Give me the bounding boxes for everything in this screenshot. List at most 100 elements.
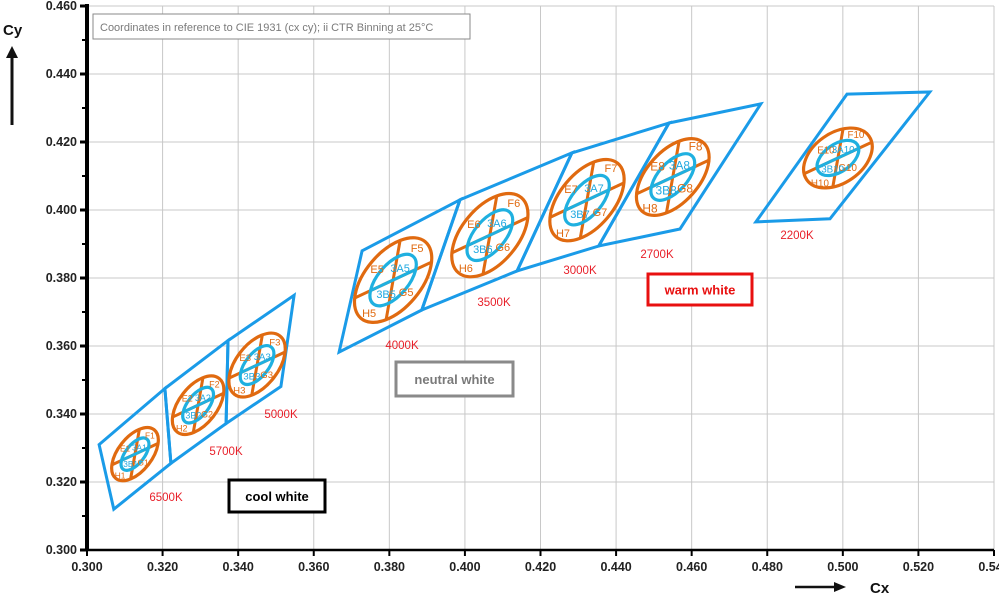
bin-label-G5: G5	[399, 287, 414, 299]
bin-label-H5: H5	[362, 308, 376, 320]
inner-ellipse	[649, 152, 697, 202]
cct-label: 2200K	[780, 230, 814, 242]
inner-ellipse	[815, 138, 861, 178]
cct-bin-3000K: E7 F7 G7 H7 3A7 3B7 3000K	[514, 120, 673, 277]
bin-label-E8: E8	[650, 160, 665, 174]
x-tick-label: 0.400	[449, 560, 480, 574]
bin-label-3A8: 3A8	[669, 159, 691, 173]
bin-label-G2: G2	[201, 409, 213, 419]
cct-bins: E1 F1 G1 H1 3A1 3B1 6500K E2 F2 G2 H2 3A2 3B2 5700K E3…	[97, 90, 933, 512]
cct-label: 5700K	[209, 446, 243, 458]
x-tick-label: 0.300	[71, 560, 102, 574]
y-tick-label: 0.320	[46, 475, 77, 489]
note-text: Coordinates in reference to CIE 1931 (cx…	[100, 22, 433, 34]
gridlines	[86, 5, 995, 551]
inner-ellipse-divider	[650, 165, 695, 189]
bin-label-F5: F5	[411, 243, 424, 255]
axes: 0.300 0.320 0.340 0.360 0.380 0.400 0.420 0.440…	[46, 0, 999, 574]
bin-label-G3: G3	[260, 370, 273, 381]
y-tick-label: 0.380	[46, 271, 77, 285]
group-label: neutral white	[414, 372, 494, 387]
inner-ellipse	[181, 385, 216, 425]
x-tick-label: 0.380	[374, 560, 405, 574]
bin-label-3A6: 3A6	[487, 218, 507, 230]
cct-bin-2700K: E8 F8 G8 H8 3A8 3B8 2700K	[595, 101, 765, 261]
bin-label-G1: G1	[138, 458, 149, 468]
bin-label-F3: F3	[269, 337, 280, 348]
bin-quadrilateral	[224, 292, 297, 427]
inner-ellipse-divider	[816, 146, 860, 170]
bin-label-E6: E6	[467, 219, 480, 231]
y-tick-label: 0.340	[46, 407, 77, 421]
group-box-warm-white: warm white	[646, 272, 754, 307]
bin-label-E2: E2	[182, 394, 193, 404]
inner-ellipse-divider	[120, 446, 150, 462]
cct-label: 2700K	[640, 249, 674, 261]
bin-label-F7: F7	[605, 163, 618, 175]
inner-ellipse-divider	[369, 268, 417, 292]
bin-quadrilateral	[595, 101, 765, 249]
x-axis-arrow-icon	[795, 582, 846, 592]
group-box-border	[227, 478, 327, 514]
inner-ellipse	[119, 436, 151, 472]
group-label: warm white	[664, 283, 736, 298]
bin-label-3A5: 3A5	[390, 263, 410, 275]
bin-label-G10: G10	[838, 163, 857, 174]
bin-label-H8: H8	[642, 201, 658, 215]
bin-label-F2: F2	[209, 379, 220, 389]
bin-label-H6: H6	[459, 263, 473, 275]
bin-label-3A10: 3A10	[832, 145, 855, 156]
x-tick-label: 0.420	[525, 560, 556, 574]
cct-bin-2200K: E10 F10 G10 H10 3A10 3B10 2200K	[752, 90, 933, 242]
x-tick-label: 0.340	[223, 560, 254, 574]
bin-label-3A7: 3A7	[584, 183, 604, 195]
x-tick-label: 0.320	[147, 560, 178, 574]
cct-label: 5000K	[264, 409, 298, 421]
group-label: cool white	[245, 489, 309, 504]
bin-label-H2: H2	[176, 424, 188, 434]
bin-label-E10: E10	[817, 146, 835, 157]
inner-ellipse-divider	[240, 356, 275, 375]
x-tick-label: 0.500	[827, 560, 858, 574]
group-box-neutral-white: neutral white	[394, 360, 515, 398]
bin-label-H3: H3	[233, 385, 245, 396]
bin-label-3A3: 3A3	[254, 352, 271, 363]
inner-ellipse-divider	[182, 396, 214, 414]
cct-label: 3500K	[477, 297, 511, 309]
bin-label-3B8: 3B8	[656, 183, 678, 197]
inner-ellipse-divider	[564, 188, 610, 212]
cct-bin-5000K: E3 F3 G3 H3 3A3 3B3 5000K	[224, 292, 298, 427]
bin-label-3B6: 3B6	[473, 244, 493, 256]
bin-label-G7: G7	[593, 207, 608, 219]
inner-ellipse-divider	[466, 223, 513, 247]
bin-label-3A1: 3A1	[132, 443, 147, 453]
bin-label-G8: G8	[677, 181, 693, 195]
bin-label-3B3: 3B3	[243, 371, 260, 382]
x-tick-label: 0.540	[978, 560, 999, 574]
group-box-cool-white: cool white	[227, 478, 327, 514]
x-tick-label: 0.440	[600, 560, 631, 574]
bin-label-3B1: 3B1	[123, 459, 138, 469]
bin-label-F6: F6	[507, 198, 520, 210]
bin-label-E7: E7	[564, 184, 577, 196]
y-axis-label: Cy	[3, 22, 23, 39]
bin-label-E3: E3	[239, 353, 251, 364]
note-box: Coordinates in reference to CIE 1931 (cx…	[92, 13, 471, 40]
y-tick-label: 0.300	[46, 543, 77, 557]
y-tick-label: 0.400	[46, 203, 77, 217]
cct-label: 6500K	[149, 492, 183, 504]
bin-label-E5: E5	[370, 264, 383, 276]
bin-label-E1: E1	[120, 443, 131, 453]
bin-label-G6: G6	[496, 242, 511, 254]
x-tick-label: 0.520	[903, 560, 934, 574]
bin-label-3B2: 3B2	[185, 411, 201, 421]
bin-label-H10: H10	[811, 179, 830, 190]
bin-label-F10: F10	[847, 130, 864, 141]
y-axis-arrow-icon	[6, 46, 18, 125]
cct-bin-3500K: E6 F6 G6 H6 3A6 3B6 3500K	[419, 150, 575, 313]
bin-label-H1: H1	[115, 471, 126, 481]
bin-quadrilateral	[752, 90, 933, 224]
bin-label-3B7: 3B7	[570, 209, 590, 221]
cct-label: 4000K	[385, 340, 419, 352]
